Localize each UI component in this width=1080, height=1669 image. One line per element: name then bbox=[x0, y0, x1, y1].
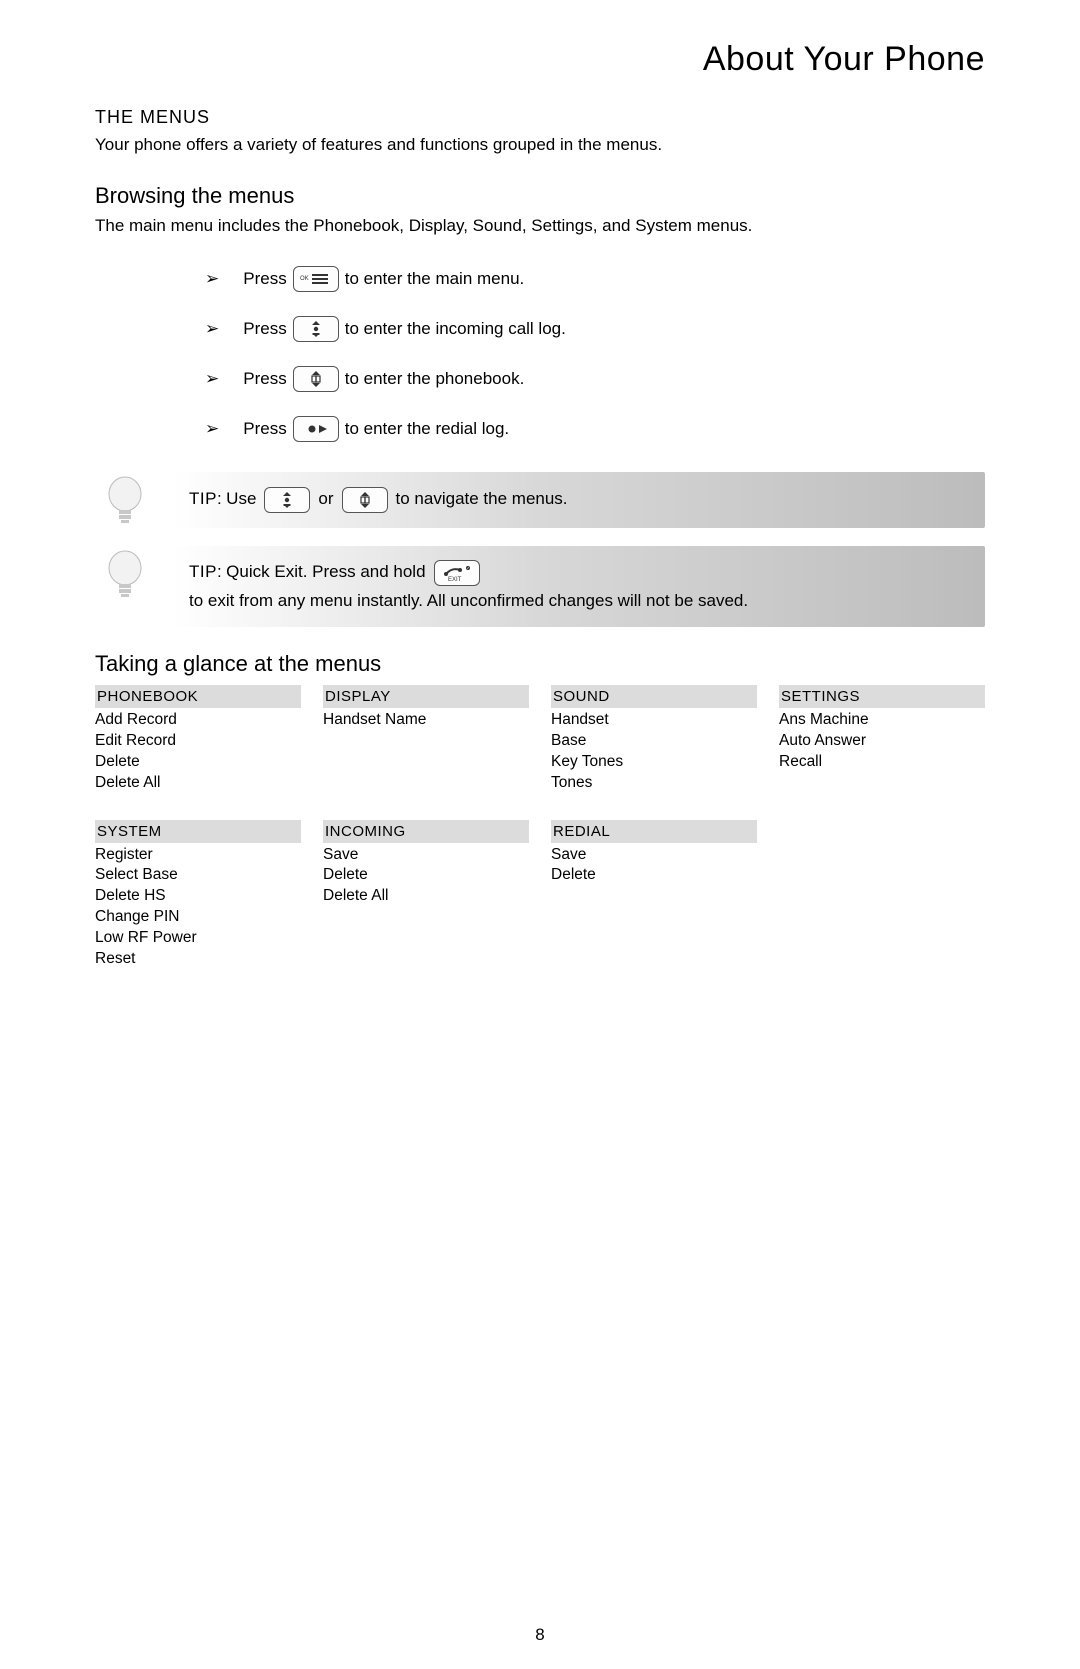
tip-bar: TIP: Quick Exit. Press and hold EXIT to … bbox=[173, 546, 985, 627]
step-text: Press bbox=[243, 419, 286, 439]
page-number: 8 bbox=[0, 1625, 1080, 1645]
tip-navigate: TIP: Use or to navigate the menus. bbox=[95, 472, 985, 528]
step-text: Press bbox=[243, 319, 286, 339]
step-text: to enter the redial log. bbox=[345, 419, 509, 439]
menu-item: Key Tones bbox=[551, 752, 757, 773]
menu-settings: SETTINGS Ans Machine Auto Answer Recall bbox=[779, 685, 985, 794]
exit-key-icon: EXIT bbox=[434, 560, 480, 586]
tip-text: or bbox=[318, 488, 333, 511]
svg-text:OK: OK bbox=[300, 276, 309, 282]
menu-item: Reset bbox=[95, 949, 301, 970]
menu-item: Ans Machine bbox=[779, 710, 985, 731]
tip-text: Quick Exit. Press and hold bbox=[226, 561, 425, 584]
redial-key-icon bbox=[293, 416, 339, 442]
step-text: Press bbox=[243, 369, 286, 389]
menu-item: Register bbox=[95, 845, 301, 866]
menu-title: PHONEBOOK bbox=[95, 685, 301, 708]
down-book-key-icon bbox=[293, 366, 339, 392]
menu-title: SETTINGS bbox=[779, 685, 985, 708]
up-person-key-icon bbox=[264, 487, 310, 513]
menu-item: Delete bbox=[323, 865, 529, 886]
step-main-menu: ➢ Press OK to enter the main menu. bbox=[205, 266, 985, 292]
down-book-key-icon bbox=[342, 487, 388, 513]
step-text: to enter the incoming call log. bbox=[345, 319, 566, 339]
page: About Your Phone THE MENUS Your phone of… bbox=[0, 0, 1080, 1669]
lightbulb-icon bbox=[95, 546, 155, 606]
lightbulb-icon bbox=[95, 472, 155, 532]
up-person-key-icon bbox=[293, 316, 339, 342]
menu-phonebook: PHONEBOOK Add Record Edit Record Delete … bbox=[95, 685, 301, 794]
step-text: to enter the main menu. bbox=[345, 269, 525, 289]
menu-sound: SOUND Handset Base Key Tones Tones bbox=[551, 685, 757, 794]
bullet-arrow-icon: ➢ bbox=[205, 319, 219, 339]
menu-item: Select Base bbox=[95, 865, 301, 886]
menu-item: Tones bbox=[551, 773, 757, 794]
tip-label: TIP: bbox=[189, 561, 222, 584]
menu-item: Add Record bbox=[95, 710, 301, 731]
menu-item: Change PIN bbox=[95, 907, 301, 928]
menu-item: Delete bbox=[95, 752, 301, 773]
step-text: to enter the phonebook. bbox=[345, 369, 525, 389]
tip-text: to exit from any menu instantly. All unc… bbox=[189, 590, 748, 613]
ok-menu-key-icon: OK bbox=[293, 266, 339, 292]
menu-item: Base bbox=[551, 731, 757, 752]
step-phonebook: ➢ Press to enter the phonebook. bbox=[205, 366, 985, 392]
menu-title: INCOMING bbox=[323, 820, 529, 843]
bullet-arrow-icon: ➢ bbox=[205, 269, 219, 289]
menu-display: DISPLAY Handset Name bbox=[323, 685, 529, 794]
step-incoming-log: ➢ Press to enter the incoming call log. bbox=[205, 316, 985, 342]
page-title: About Your Phone bbox=[95, 40, 985, 79]
tip-bar: TIP: Use or to navigate the menus. bbox=[173, 472, 985, 528]
menu-title: SYSTEM bbox=[95, 820, 301, 843]
bullet-arrow-icon: ➢ bbox=[205, 419, 219, 439]
menu-item: Delete All bbox=[323, 886, 529, 907]
bullet-arrow-icon: ➢ bbox=[205, 369, 219, 389]
menu-item: Low RF Power bbox=[95, 928, 301, 949]
tip-text: to navigate the menus. bbox=[396, 488, 568, 511]
section-intro: Your phone offers a variety of features … bbox=[95, 134, 985, 157]
svg-text:EXIT: EXIT bbox=[448, 577, 462, 582]
menu-system: SYSTEM Register Select Base Delete HS Ch… bbox=[95, 820, 301, 971]
menu-item: Delete HS bbox=[95, 886, 301, 907]
browsing-body: The main menu includes the Phonebook, Di… bbox=[95, 215, 985, 238]
menu-grid: PHONEBOOK Add Record Edit Record Delete … bbox=[95, 685, 985, 970]
menu-item: Handset Name bbox=[323, 710, 529, 731]
menu-item: Edit Record bbox=[95, 731, 301, 752]
menu-item: Handset bbox=[551, 710, 757, 731]
menu-item: Delete All bbox=[95, 773, 301, 794]
browsing-heading: Browsing the menus bbox=[95, 183, 985, 209]
menu-title: REDIAL bbox=[551, 820, 757, 843]
section-heading-the-menus: THE MENUS bbox=[95, 107, 985, 128]
menu-title: DISPLAY bbox=[323, 685, 529, 708]
menu-redial: REDIAL Save Delete bbox=[551, 820, 757, 971]
menu-item: Delete bbox=[551, 865, 757, 886]
menu-item: Auto Answer bbox=[779, 731, 985, 752]
menu-title: SOUND bbox=[551, 685, 757, 708]
tip-quick-exit: TIP: Quick Exit. Press and hold EXIT to … bbox=[95, 546, 985, 627]
menu-item: Recall bbox=[779, 752, 985, 773]
glance-heading: Taking a glance at the menus bbox=[95, 651, 985, 677]
step-text: Press bbox=[243, 269, 286, 289]
menu-empty bbox=[779, 820, 985, 971]
menu-incoming: INCOMING Save Delete Delete All bbox=[323, 820, 529, 971]
step-redial-log: ➢ Press to enter the redial log. bbox=[205, 416, 985, 442]
menu-item: Save bbox=[323, 845, 529, 866]
tip-label: TIP: bbox=[189, 488, 222, 511]
steps-list: ➢ Press OK to enter the main menu. ➢ Pre… bbox=[205, 266, 985, 442]
tip-text: Use bbox=[226, 488, 256, 511]
menu-item: Save bbox=[551, 845, 757, 866]
